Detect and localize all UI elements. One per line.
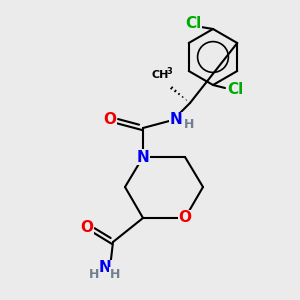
Text: O: O xyxy=(103,112,116,128)
Text: N: N xyxy=(169,112,182,128)
Text: N: N xyxy=(136,149,149,164)
Text: H: H xyxy=(110,268,120,281)
Text: O: O xyxy=(80,220,94,236)
Text: N: N xyxy=(99,260,111,275)
Text: CH: CH xyxy=(151,70,169,80)
Text: Cl: Cl xyxy=(185,16,201,32)
Text: O: O xyxy=(178,211,191,226)
Text: H: H xyxy=(89,268,99,281)
Text: H: H xyxy=(184,118,194,131)
Text: Cl: Cl xyxy=(227,82,243,98)
Text: 3: 3 xyxy=(166,67,172,76)
